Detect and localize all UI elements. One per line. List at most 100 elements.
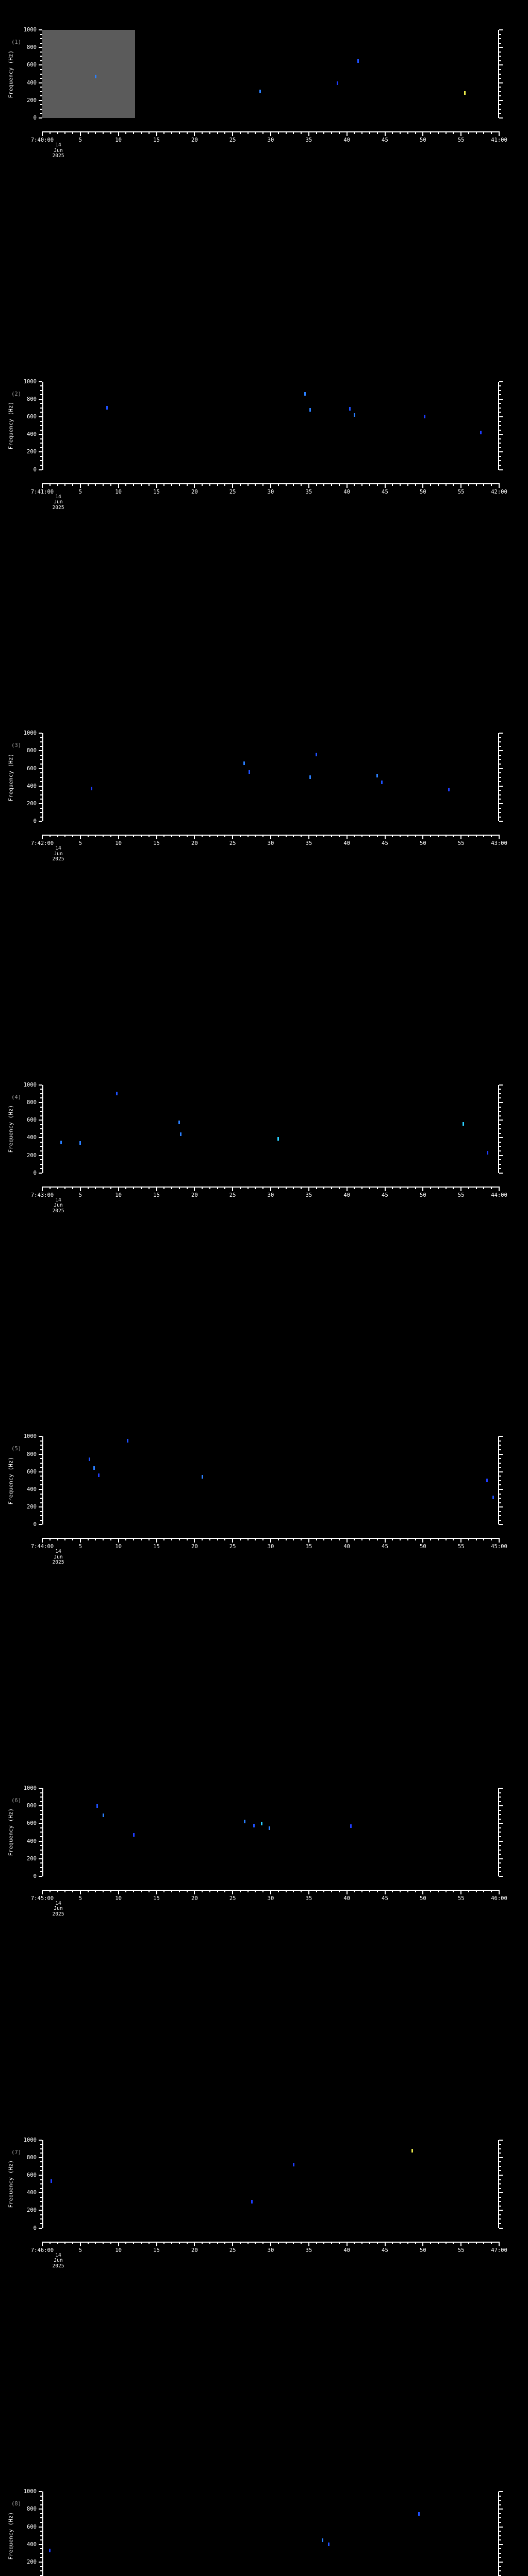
y-tick-minor-right: [499, 2153, 501, 2154]
x-tick-minor: [49, 835, 51, 838]
y-tick-minor-right: [499, 1849, 501, 1851]
plot-area: 1000 800 600 400 200 0: [24, 1434, 503, 1527]
x-tick-minor: [87, 1538, 89, 1541]
y-tick-minor: [40, 794, 42, 795]
x-tick-minor: [445, 1889, 447, 1892]
x-tick-major: [232, 483, 234, 488]
y-tick-label: 400: [27, 2189, 37, 2196]
y-tick-major-right: [499, 1120, 503, 1121]
y-tick-label: 600: [27, 1820, 37, 1827]
y-tick-label: 1000: [23, 1081, 37, 1088]
x-tick-label: 40: [343, 2247, 350, 2253]
spectrogram-panel: (8)Frequency (Hz)100080060040020007:47:0…: [0, 2462, 528, 2576]
y-tick-minor-right: [499, 460, 501, 462]
y-tick-minor-right: [499, 1818, 501, 1820]
data-point: [102, 1814, 104, 1818]
x-tick-minor: [133, 483, 135, 486]
data-point: [292, 2162, 294, 2166]
y-tick-major-right: [499, 750, 503, 752]
x-tick-major: [42, 2241, 43, 2246]
date-stamp-year: 2025: [52, 2263, 64, 2269]
data-point: [49, 2549, 51, 2553]
y-tick-minor-right: [499, 2223, 501, 2225]
y-tick-label: 0: [33, 1873, 37, 1879]
x-tick-minor: [125, 1538, 127, 1541]
x-tick-major: [232, 835, 234, 840]
x-tick-minor: [140, 1186, 142, 1189]
y-tick-minor: [40, 104, 42, 106]
x-tick-minor: [239, 131, 241, 134]
y-tick-minor: [40, 87, 42, 88]
x-tick-major: [232, 1538, 234, 1543]
x-tick-minor: [491, 835, 492, 838]
x-tick-minor: [178, 835, 180, 838]
x-tick-minor: [186, 835, 188, 838]
x-tick-label: 25: [229, 488, 236, 495]
x-tick-minor: [217, 1186, 218, 1189]
x-tick-label: 25: [229, 1192, 236, 1198]
x-tick-minor: [400, 1186, 401, 1189]
x-tick-minor: [468, 1889, 469, 1892]
x-tick-minor: [133, 1889, 135, 1892]
x-tick-major: [156, 1889, 157, 1894]
x-tick-minor: [468, 131, 469, 134]
x-tick-label: 46:00: [491, 1895, 507, 1902]
y-tick-minor-right: [499, 737, 501, 738]
panel-index-label: (6): [11, 1797, 21, 1804]
y-tick-minor: [40, 1845, 42, 1846]
spectrogram-panel: (7) Frequency (Hz) 1000 800 600 400 200 0 7:46:0…: [0, 2110, 528, 2286]
y-tick-minor-right: [499, 1111, 501, 1112]
y-tick-major: [39, 2192, 42, 2194]
y-tick-major-right: [499, 2157, 503, 2158]
x-tick-major: [118, 1538, 119, 1543]
y-tick-minor-right: [499, 816, 501, 818]
y-tick-minor: [40, 1797, 42, 1798]
x-tick-minor: [148, 2241, 150, 2244]
x-tick-minor: [285, 131, 287, 134]
data-point: [464, 91, 466, 95]
x-tick-minor: [103, 1538, 104, 1541]
y-tick-minor: [40, 1132, 42, 1134]
data-point: [304, 392, 306, 396]
x-tick-major: [194, 2241, 195, 2246]
y-axis-spine-right: [498, 2492, 499, 2576]
y-tick-label: 200: [27, 800, 37, 807]
x-tick-major: [308, 1186, 309, 1191]
x-tick-label: 30: [267, 137, 274, 143]
y-tick-minor: [40, 1809, 42, 1811]
x-tick-label: 50: [420, 1895, 426, 1902]
x-tick-major: [79, 1889, 81, 1894]
y-tick-minor-right: [499, 2557, 501, 2558]
x-tick-minor: [293, 2241, 294, 2244]
date-stamp-month: Jun: [54, 851, 63, 857]
x-tick-minor: [338, 1889, 340, 1892]
y-tick-minor: [40, 2531, 42, 2532]
y-tick-major: [39, 1172, 42, 1174]
x-tick-minor: [323, 1186, 325, 1189]
spectrogram-panel: (6) Frequency (Hz) 1000 800 600 400 200 0 7:45:0…: [0, 1758, 528, 1934]
x-tick-label: 20: [191, 1895, 198, 1902]
y-tick-major: [39, 1155, 42, 1156]
x-tick-minor: [430, 2241, 432, 2244]
y-tick-minor-right: [499, 56, 501, 57]
y-tick-minor-right: [499, 1515, 501, 1517]
x-tick-minor: [110, 1538, 111, 1541]
y-tick-minor: [40, 2201, 42, 2202]
y-tick-major: [39, 2509, 42, 2510]
y-tick-minor: [40, 781, 42, 783]
y-tick-major: [39, 2210, 42, 2211]
x-tick-minor: [87, 1889, 89, 1892]
plot-area: 1000 800 600 400 200 0: [24, 731, 503, 824]
y-tick-minor: [40, 455, 42, 457]
x-tick-major: [460, 131, 462, 136]
y-tick-minor: [40, 1854, 42, 1855]
x-tick-label: 55: [457, 137, 465, 143]
x-tick-label: 50: [420, 137, 426, 143]
y-tick-minor: [40, 1106, 42, 1108]
y-tick-minor-right: [499, 403, 501, 404]
y-tick-label: 600: [27, 1468, 37, 1475]
x-tick-minor: [331, 1186, 333, 1189]
data-point: [418, 2512, 420, 2516]
x-tick-label: 35: [305, 137, 312, 143]
y-tick-minor-right: [499, 2552, 501, 2554]
